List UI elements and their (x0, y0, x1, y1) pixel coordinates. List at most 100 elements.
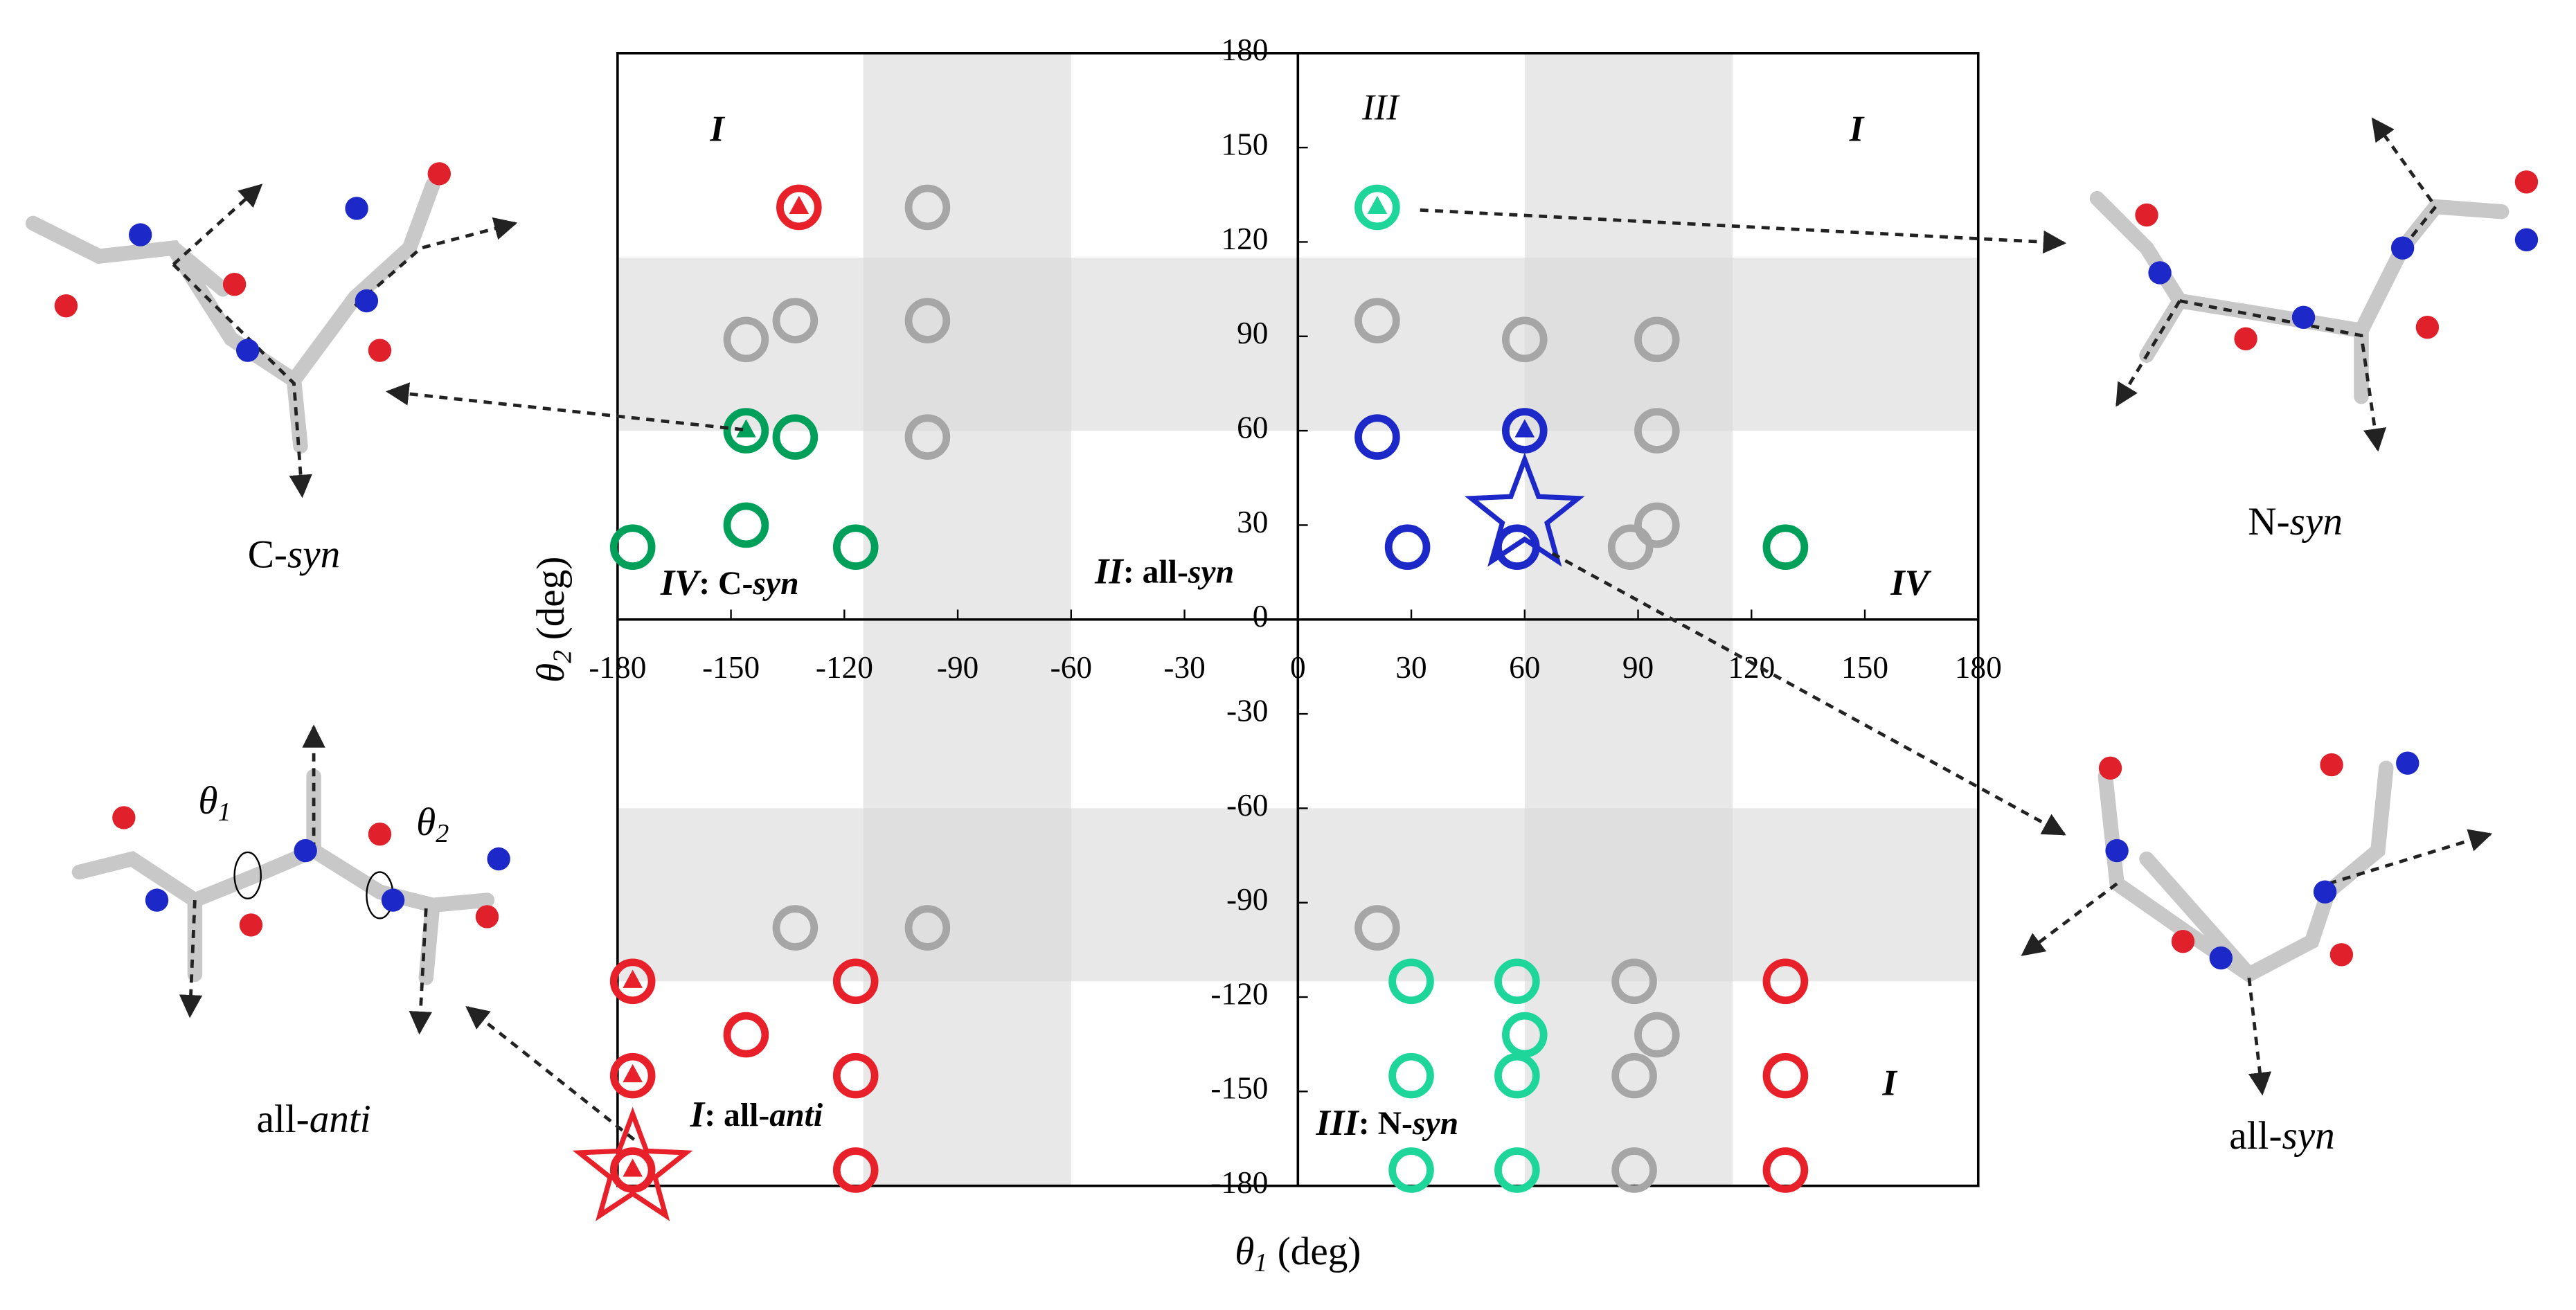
point (1762, 1147, 1809, 1193)
point (1762, 958, 1809, 1005)
point (1502, 316, 1548, 363)
point (832, 524, 879, 571)
point (723, 1012, 769, 1058)
point (1762, 524, 1809, 571)
annotation-part: syn (1412, 1106, 1458, 1142)
point (904, 184, 951, 231)
point (904, 905, 951, 951)
x-tick-label: 60 (1509, 650, 1540, 685)
torsion-label: θ1 (198, 779, 231, 827)
y-tick-label: 90 (1237, 316, 1268, 350)
y-tick-label: -90 (1226, 882, 1268, 917)
subscript: 2 (548, 650, 577, 663)
annotation-part: III (1361, 87, 1400, 127)
x-tick-label: -60 (1050, 650, 1092, 685)
annotation-part: I (690, 1095, 706, 1135)
x-tick-label: 150 (1841, 650, 1888, 685)
annotation-part: syn (1188, 554, 1234, 590)
annotation-part: IV (1890, 563, 1931, 603)
x-tick-label: 90 (1622, 650, 1654, 685)
point (832, 958, 879, 1005)
symbol: θ (1235, 1230, 1254, 1273)
point (723, 408, 769, 454)
label-part: all- (2229, 1114, 2282, 1158)
point (1634, 316, 1680, 363)
annotation-part: I (709, 109, 725, 149)
point (723, 502, 769, 548)
symbol: θ (198, 779, 217, 823)
point-triangle (736, 419, 756, 438)
symbol: θ (416, 800, 436, 844)
point (904, 298, 951, 343)
point-triangle (623, 969, 643, 988)
x-tick-label: -30 (1163, 650, 1205, 685)
annotation-part: : C- (699, 566, 753, 602)
annotation: IV (1890, 563, 1931, 603)
label-part: anti (310, 1097, 371, 1141)
y-tick-label: 0 (1253, 599, 1269, 634)
subscript: 1 (218, 798, 231, 827)
point (1634, 502, 1680, 548)
annotation-part: IV (660, 563, 701, 603)
annotation-part: anti (769, 1097, 823, 1133)
subscript: 1 (1254, 1248, 1267, 1277)
point (1494, 1052, 1540, 1099)
label-part: C- (248, 533, 287, 577)
point (1762, 1052, 1809, 1099)
x-tick-label: -90 (937, 650, 978, 685)
molecule-all-anti (71, 724, 510, 1035)
annotation: II: all-syn (1094, 551, 1234, 591)
molecule-all-syn (2021, 751, 2493, 1096)
label-part: syn (2290, 500, 2343, 544)
y-tick-label: 120 (1221, 222, 1268, 256)
point (609, 958, 656, 1005)
torsion-label: θ2 (416, 800, 449, 848)
y-tick-label: -60 (1226, 788, 1268, 823)
point (832, 1147, 879, 1193)
unit: (deg) (529, 557, 573, 640)
point (772, 298, 819, 343)
point (772, 905, 819, 951)
plot: -180 -150 -120 -90 -60 -30 0 30 60 90 120 150 180 -18… (572, 33, 2002, 1221)
point (1354, 184, 1400, 231)
annotation-part: : all- (1123, 554, 1188, 590)
point (723, 316, 769, 363)
point (776, 184, 822, 231)
point-triangle (623, 1064, 643, 1083)
y-tick-label: -30 (1226, 693, 1268, 728)
label-part: N- (2248, 500, 2289, 544)
annotation-part: : N- (1359, 1106, 1413, 1142)
annotation: I (1849, 109, 1865, 149)
annotation: IV: C-syn (660, 563, 799, 603)
point (1634, 1012, 1680, 1058)
point (1384, 524, 1431, 571)
point (1502, 1012, 1548, 1058)
unit: (deg) (1278, 1230, 1361, 1273)
point (1611, 1147, 1657, 1193)
y-axis-title: θ2 (deg) (529, 557, 577, 683)
y-tick-label: 180 (1221, 33, 1268, 67)
x-tick-label: 30 (1395, 650, 1426, 685)
molecule-label: N-syn (2248, 500, 2343, 544)
point (1611, 1052, 1657, 1099)
label-part: syn (2282, 1114, 2335, 1158)
point (772, 414, 819, 460)
x-tick-label: -150 (702, 650, 760, 685)
annotation-part: II (1094, 551, 1124, 591)
y-tick-label: -120 (1210, 976, 1268, 1011)
annotation: I (1881, 1064, 1897, 1104)
point-triangle (1367, 195, 1388, 215)
y-tick-label: 60 (1237, 410, 1268, 445)
point (1388, 958, 1434, 1005)
annotation: I: all-anti (690, 1095, 823, 1135)
y-tick-label: 30 (1237, 505, 1268, 539)
label-part: all- (256, 1097, 309, 1141)
x-axis-title: θ1 (deg) (1235, 1230, 1361, 1277)
point (1354, 298, 1400, 343)
x-tick-label: 0 (1290, 650, 1306, 685)
point (1611, 958, 1657, 1005)
y-tick-label: -180 (1210, 1165, 1268, 1200)
molecule-c-syn (25, 162, 518, 499)
